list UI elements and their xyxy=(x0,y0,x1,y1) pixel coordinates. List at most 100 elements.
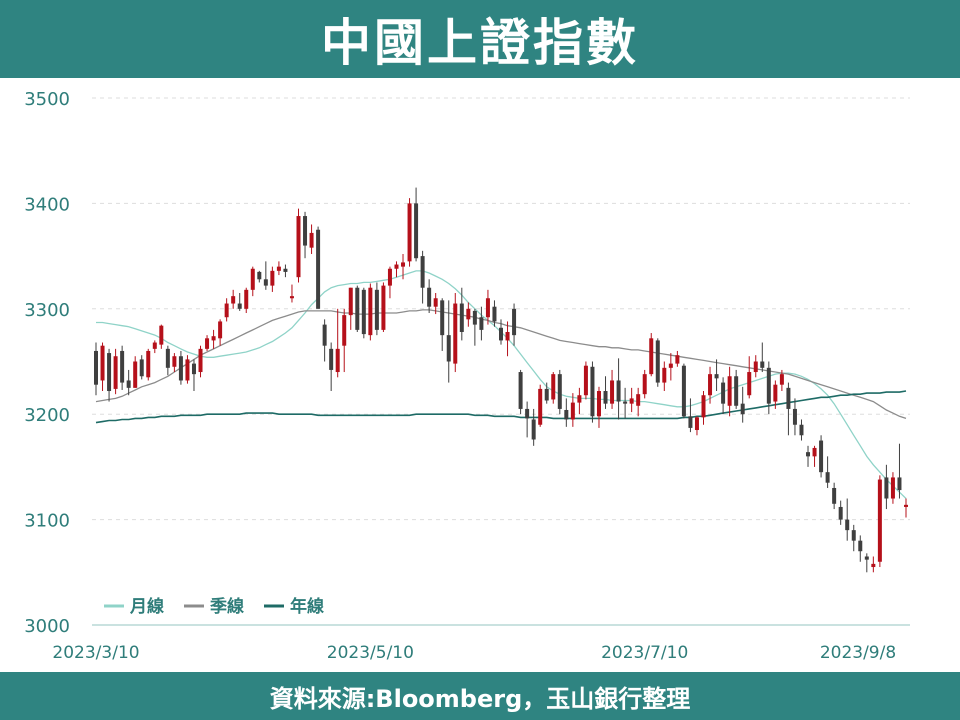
candlestick xyxy=(825,456,830,488)
source-footer: 資料來源:Bloomberg，玉山銀行整理 xyxy=(0,672,960,720)
candle-body xyxy=(270,270,275,286)
candlestick xyxy=(721,377,726,415)
candlestick xyxy=(94,342,98,396)
monthly-ma-line xyxy=(96,270,907,499)
legend-label: 月線 xyxy=(129,596,164,617)
candle-body xyxy=(845,519,850,531)
candlestick xyxy=(205,335,210,351)
candlestick xyxy=(812,445,817,467)
candle-body xyxy=(590,366,595,417)
candle-body xyxy=(538,388,543,425)
candle-body xyxy=(250,268,255,290)
candlestick xyxy=(472,308,477,346)
x-tick-label: 2023/7/10 xyxy=(601,643,688,663)
candlestick xyxy=(479,306,484,341)
candle-body xyxy=(172,356,177,367)
y-tick-label: 3100 xyxy=(24,511,70,532)
candlestick xyxy=(747,356,752,399)
candle-body xyxy=(773,384,778,402)
candlestick xyxy=(655,338,660,387)
candlestick xyxy=(335,308,340,378)
candlestick xyxy=(107,348,112,402)
candlestick xyxy=(342,308,347,373)
candlestick xyxy=(401,253,406,280)
candle-body xyxy=(714,374,719,379)
candlestick xyxy=(361,287,366,339)
candle-body xyxy=(890,477,895,499)
candlestick xyxy=(845,498,850,541)
candle-body xyxy=(381,285,386,330)
candlestick xyxy=(877,475,882,568)
candlestick xyxy=(904,498,908,518)
candle-body xyxy=(342,315,347,346)
candle-body xyxy=(838,506,843,520)
candlestick xyxy=(564,398,569,427)
candle-body xyxy=(466,308,471,320)
candlestick xyxy=(616,358,621,420)
candlestick xyxy=(414,187,419,262)
candle-body xyxy=(100,345,105,381)
candlestick xyxy=(603,376,608,409)
candle-body xyxy=(668,363,673,368)
candlestick xyxy=(191,359,196,392)
candlestick xyxy=(224,298,229,322)
candlestick xyxy=(100,342,105,392)
candlestick xyxy=(832,482,837,510)
candlestick xyxy=(636,387,641,417)
candlestick xyxy=(838,500,843,525)
candlestick xyxy=(544,382,549,404)
candle-body xyxy=(283,268,288,272)
candlestick xyxy=(381,282,386,332)
candlestick xyxy=(394,261,399,278)
candle-body xyxy=(433,298,438,307)
candle-body xyxy=(368,287,373,336)
candlestick xyxy=(270,266,275,292)
candle-body xyxy=(727,376,732,406)
candlestick xyxy=(518,369,523,415)
candlestick xyxy=(446,300,451,383)
candle-body xyxy=(505,331,510,341)
candle-body xyxy=(877,479,882,562)
y-tick-label: 3300 xyxy=(24,300,70,321)
candle-body xyxy=(518,372,523,409)
candle-body xyxy=(701,395,706,418)
candle-body xyxy=(747,372,752,396)
candlestick xyxy=(159,324,164,349)
candlestick xyxy=(120,345,125,390)
candlestick xyxy=(884,464,889,510)
candlestick xyxy=(596,386,601,428)
candle-body xyxy=(577,395,582,403)
candlestick xyxy=(492,300,497,327)
candlestick xyxy=(165,345,170,376)
candlestick xyxy=(773,380,778,409)
source-note: 資料來源:Bloomberg，玉山銀行整理 xyxy=(269,684,691,713)
candlestick xyxy=(231,289,236,309)
candlestick xyxy=(133,356,138,388)
candlestick xyxy=(623,387,628,419)
candle-body xyxy=(440,300,445,336)
candle-body xyxy=(335,348,340,373)
candlestick xyxy=(734,369,739,409)
candle-body xyxy=(231,296,236,304)
y-tick-label: 3400 xyxy=(24,194,70,215)
candle-body xyxy=(322,324,327,346)
candlestick xyxy=(740,386,745,423)
candlestick xyxy=(237,292,242,311)
candlestick xyxy=(871,556,876,573)
title-banner: 中國上證指數 xyxy=(0,0,960,78)
candlestick xyxy=(590,361,595,423)
candlestick xyxy=(799,419,804,441)
yearly-ma-line xyxy=(95,390,907,424)
candle-body xyxy=(753,361,758,373)
candle-body xyxy=(721,382,726,404)
candle-body xyxy=(623,401,628,404)
candlestick xyxy=(427,279,432,314)
y-tick-label: 3000 xyxy=(24,616,70,637)
candle-body xyxy=(583,365,588,396)
candle-body xyxy=(472,310,477,325)
candle-body xyxy=(681,365,686,417)
candle-body xyxy=(819,440,824,473)
candlestick xyxy=(113,348,118,395)
candle-body xyxy=(198,348,203,373)
candle-body xyxy=(904,504,908,507)
